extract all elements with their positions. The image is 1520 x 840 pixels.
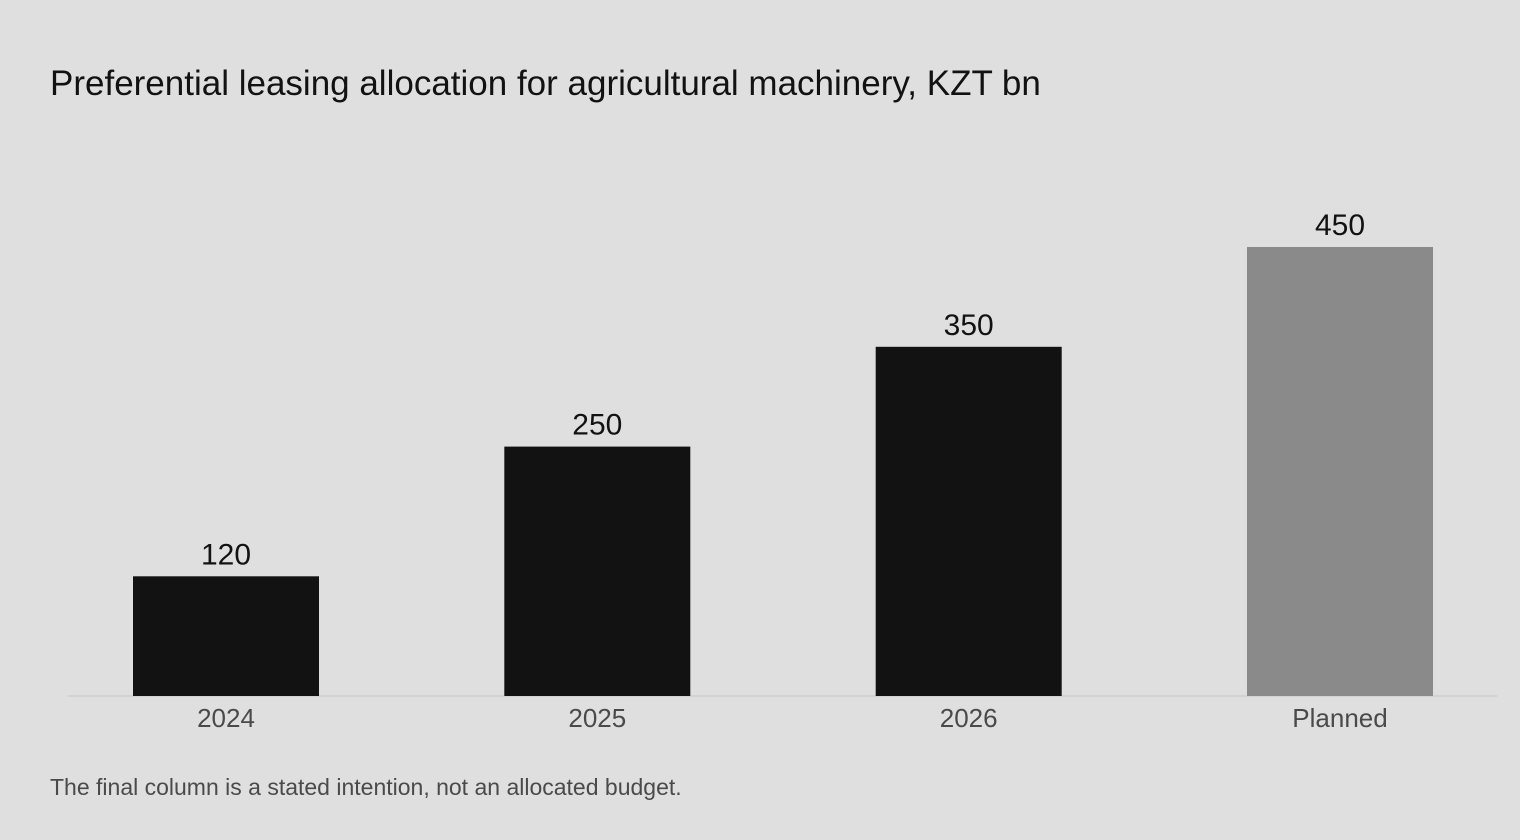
bars-group [133,247,1433,696]
value-label-planned: 450 [1315,209,1365,242]
bar-planned [1247,247,1433,696]
tick-label-2026: 2026 [940,703,998,733]
value-labels-group: 120 250 350 450 [201,209,1365,571]
bar-2026 [875,346,1062,696]
value-label-2026: 350 [944,309,994,342]
value-label-2024: 120 [201,538,251,571]
tick-labels-group: 2024 2025 2026 Planned [197,703,1388,733]
tick-label-planned: Planned [1292,703,1387,733]
bar-chart: 120 250 350 450 2024 2025 2026 Planned [68,209,1497,733]
footnote: The final column is a stated intention, … [50,774,682,800]
chart-title: Preferential leasing allocation for agri… [50,64,1041,103]
bar-2024 [133,576,319,696]
value-label-2025: 250 [572,409,622,442]
tick-label-2025: 2025 [568,703,626,733]
tick-label-2024: 2024 [197,703,255,733]
bar-2025 [504,446,691,696]
